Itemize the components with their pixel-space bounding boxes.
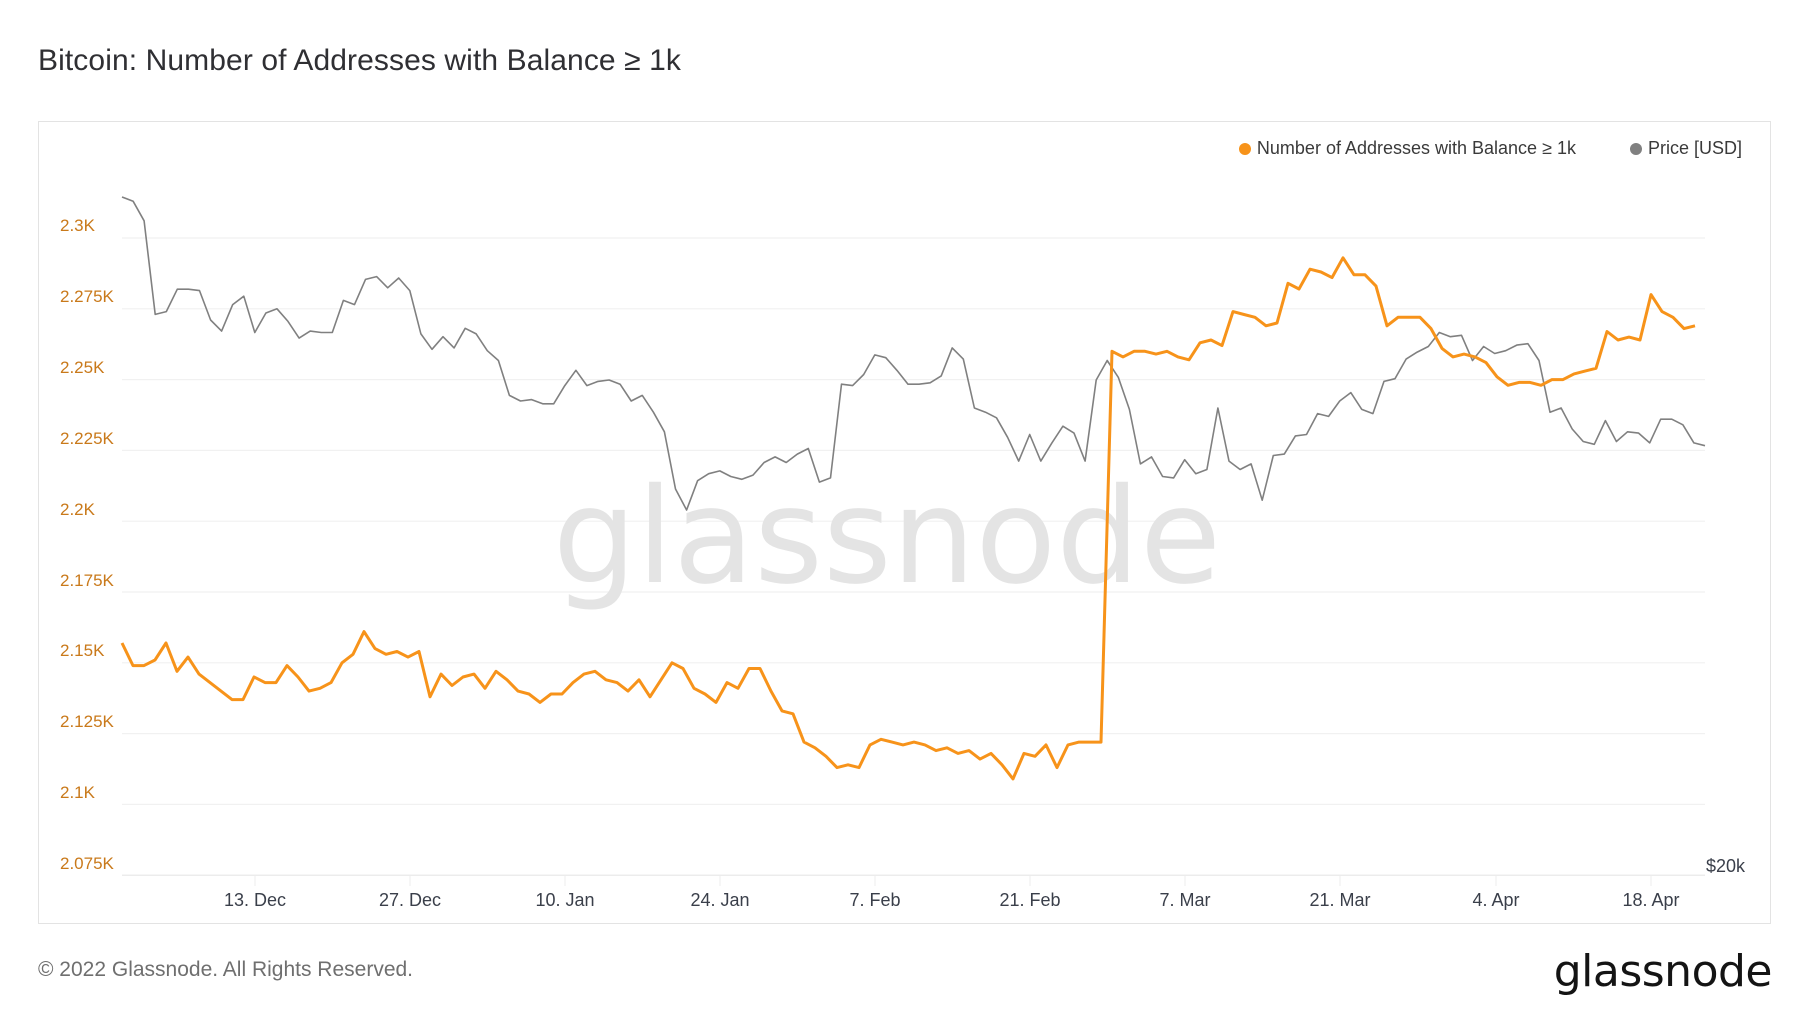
chart-frame <box>38 121 1771 924</box>
x-tick-label: 7. Mar <box>1159 890 1211 910</box>
y-tick-label: 2.125K <box>60 712 114 731</box>
orange-dot-icon <box>1238 142 1251 155</box>
watermark-logo: glassnode <box>553 460 1221 614</box>
x-tick-label: 13. Dec <box>223 890 287 910</box>
legend-label-addresses: Number of Addresses with Balance ≥ 1k <box>1256 138 1576 158</box>
y-tick-label: 2.25K <box>60 358 105 377</box>
price-series-line <box>121 196 1706 511</box>
y-tick-label: 2.175K <box>60 571 114 590</box>
x-tick-label: 7. Feb <box>849 890 901 910</box>
gray-dot-icon <box>1629 142 1642 155</box>
x-tick-marks <box>254 875 1652 886</box>
copyright-footer: © 2022 Glassnode. All Rights Reserved. <box>38 958 414 981</box>
x-tick-label: 21. Mar <box>1309 890 1371 910</box>
legend-item-price[interactable]: Price [USD] <box>1629 138 1742 159</box>
legend-label-price: Price [USD] <box>1647 138 1742 158</box>
x-tick-label: 24. Jan <box>690 890 750 910</box>
y-tick-label: 2.075K <box>60 854 114 873</box>
y-tick-label: 2.2K <box>60 500 95 519</box>
glassnode-logo[interactable]: glassnode <box>1553 946 1773 997</box>
x-tick-label: 4. Apr <box>1472 890 1520 910</box>
gridlines <box>122 237 1705 876</box>
y-tick-label: 2.1K <box>60 783 95 802</box>
y-tick-label: 2.225K <box>60 429 114 448</box>
y-tick-label: 2.275K <box>60 287 114 306</box>
y-tick-label: 2.3K <box>60 216 95 235</box>
legend: Number of Addresses with Balance ≥ 1k Pr… <box>1238 138 1742 159</box>
legend-item-addresses[interactable]: Number of Addresses with Balance ≥ 1k <box>1238 138 1576 159</box>
y-axis-right-label: $20k <box>1706 856 1746 876</box>
x-tick-label: 18. Apr <box>1622 890 1680 910</box>
y-tick-label: 2.15K <box>60 641 105 660</box>
chart-title: Bitcoin: Number of Addresses with Balanc… <box>38 44 682 77</box>
x-tick-label: 21. Feb <box>999 890 1061 910</box>
x-tick-label: 27. Dec <box>378 890 442 910</box>
addresses-series-line <box>120 256 1696 781</box>
x-tick-label: 10. Jan <box>535 890 595 910</box>
